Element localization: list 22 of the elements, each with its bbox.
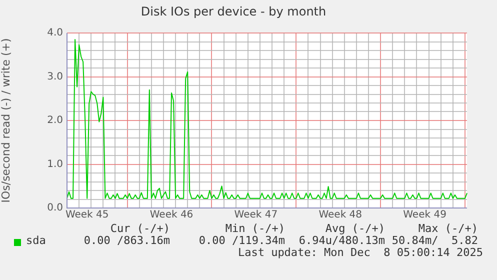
text: 50.84m/ 5.82 (392, 234, 478, 247)
text: Max (-/+) (418, 222, 478, 235)
x-tick-label: Week 49 (403, 210, 446, 221)
y-tick-label: 0.0 (47, 202, 63, 214)
text: Avg (-/+) (325, 222, 385, 235)
text: 0.00 /119.34m (198, 234, 285, 247)
text: 0.00 /863.16m (84, 234, 170, 247)
x-tick-label: Week 46 (150, 210, 194, 221)
y-tick-label: 2.0 (47, 115, 63, 126)
legend-label: sda (26, 234, 46, 247)
y-tick-label: 4.0 (47, 28, 63, 39)
x-tick-label: Week 48 (318, 210, 362, 221)
y-tick-label: 3.0 (47, 71, 63, 82)
text: 6.94u/480.13m (298, 234, 385, 247)
chart-title: Disk IOs per device - by month (140, 4, 326, 18)
text: Min (-/+) (225, 222, 285, 235)
text: Last update: Mon Dec 8 05:00:14 2025 (238, 246, 483, 259)
x-tick-label: Week 47 (234, 210, 278, 221)
x-tick-label: Week 45 (65, 210, 109, 221)
y-tick-label: 1.0 (47, 158, 63, 170)
y-axis-title: IOs/second read (-) / write (+) (0, 38, 12, 203)
text: Cur (-/+) (110, 222, 170, 235)
